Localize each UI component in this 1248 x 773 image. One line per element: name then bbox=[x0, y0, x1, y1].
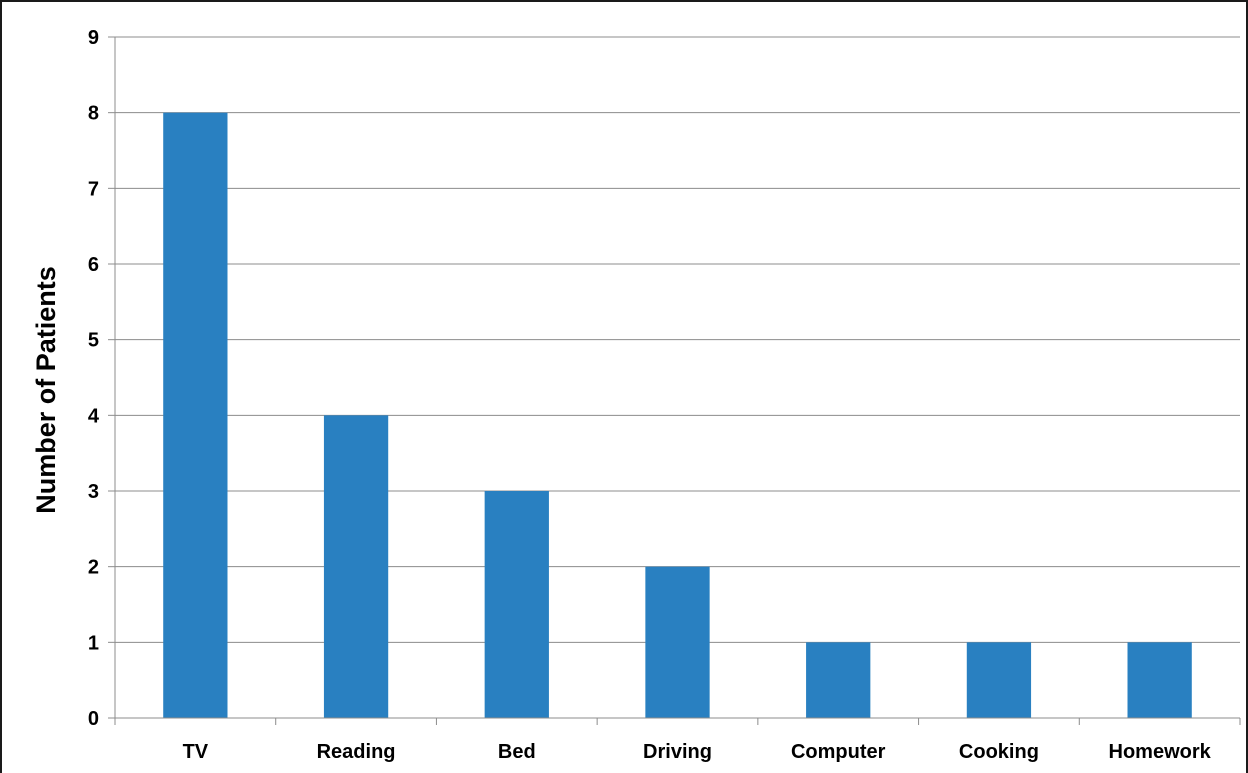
y-tick-label: 3 bbox=[88, 481, 99, 503]
gridlines bbox=[115, 36, 1240, 643]
x-tick-label: Bed bbox=[498, 741, 536, 763]
y-tick-label: 0 bbox=[88, 708, 99, 730]
y-tick-label: 8 bbox=[88, 103, 99, 125]
bar-tv bbox=[163, 112, 228, 718]
bar-reading bbox=[323, 415, 389, 718]
y-tick-label: 2 bbox=[88, 557, 99, 579]
y-axis-title: Number of Patients bbox=[31, 266, 61, 514]
y-tick-label: 6 bbox=[88, 254, 99, 276]
y-tick-label: 4 bbox=[88, 405, 100, 427]
bar-cooking bbox=[966, 642, 1032, 718]
y-tick-label: 7 bbox=[88, 178, 99, 200]
y-tick-label: 5 bbox=[88, 330, 99, 352]
x-tick-label: Computer bbox=[791, 741, 886, 763]
y-tick-label: 1 bbox=[88, 632, 99, 654]
y-tick-labels: 0 1 2 3 4 5 6 7 8 9 bbox=[88, 27, 100, 730]
x-tick-label: Driving bbox=[643, 741, 712, 763]
x-tick-label: Homework bbox=[1109, 741, 1212, 763]
x-tick-label: TV bbox=[183, 741, 209, 763]
axes bbox=[108, 36, 1241, 725]
x-tick-labels: TV Reading Bed Driving Computer Cooking Homewo… bbox=[183, 741, 1212, 763]
x-tick-label: Reading bbox=[317, 741, 396, 763]
bars bbox=[163, 112, 1192, 718]
bar-driving bbox=[645, 566, 710, 718]
y-tick-label: 9 bbox=[88, 27, 99, 49]
bar-homework bbox=[1127, 642, 1192, 718]
bar-bed bbox=[484, 491, 549, 718]
x-tick-label: Cooking bbox=[959, 741, 1039, 763]
bar-computer bbox=[806, 642, 871, 718]
